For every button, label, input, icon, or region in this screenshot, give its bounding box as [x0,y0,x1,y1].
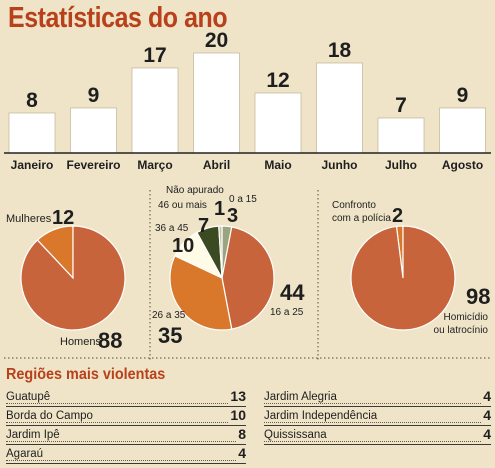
pie-label: Confronto [332,200,376,211]
dot-leader [6,422,246,423]
pie-value-label: 44 [280,280,305,305]
bar [377,117,425,154]
region-row: Guatupê 13 [6,388,246,407]
region-name: Agaraú [6,448,46,460]
pie-label: 0 a 15 [229,194,257,205]
region-name: Jardim Alegria [264,391,339,403]
pie-label: 36 a 45 [155,223,189,234]
bar [439,107,486,154]
regions-title: Regiões mais violentas [6,366,166,383]
pie-slice [20,225,126,331]
region-name: Guatupê [6,391,53,403]
bar-value-label: 18 [328,39,352,62]
bar-value-label: 17 [143,44,166,67]
dot-leader [264,422,491,423]
pie-label: Homens [60,336,101,348]
row-rule [264,406,491,407]
pie-value-label: 98 [466,284,490,309]
bar [8,112,56,154]
bar-value-label: 9 [88,84,100,107]
pie-value-label: 10 [172,235,194,257]
pie-slice [169,255,233,331]
bar-category-label: Janeiro [11,158,54,172]
row-rule [6,444,246,445]
pie-slice [218,225,223,279]
pie-value-label: 2 [392,205,403,227]
bar [316,62,363,154]
row-rule [6,425,246,426]
region-row: Borda do Campo 10 [6,407,246,426]
region-value: 4 [481,426,491,442]
row-rule [6,406,246,407]
pie-label: Homicídio [444,312,489,323]
bar-category-label: Junho [322,158,358,172]
region-row: Jardim Independência 4 [264,407,491,426]
bar-category-label: Maio [264,158,291,172]
bar-value-label: 12 [266,69,289,92]
pie-label: Não apurado [166,185,224,196]
monthly-bar-chart: 8 Janeiro 9 Fevereiro 17 Março 20 Abril 12 Maio 18… [8,29,486,172]
pie-value-label: 35 [158,323,182,348]
dot-leader [264,441,491,442]
region-value: 4 [481,388,491,404]
dot-leader [6,441,246,442]
regions-list-right: Jardim Alegria 4 Jardim Independência 4 Quis… [264,388,491,445]
region-name: Jardim Independência [264,410,380,422]
pie-label: ou latrocínio [434,325,489,336]
region-value: 4 [236,445,246,461]
region-value: 4 [481,407,491,423]
dot-leader [6,460,246,461]
region-name: Quississana [264,429,329,441]
bar-value-label: 20 [205,29,228,52]
pie-slice [350,225,456,331]
pie-label: com a polícia [332,213,391,224]
pie-value-label: 7 [198,215,209,237]
bar-category-label: Fevereiro [66,158,120,172]
region-value: 10 [228,407,246,423]
page-title: Estatísticas do ano [8,2,228,34]
region-value: 13 [228,388,246,404]
pie-label: 46 ou mais [158,200,207,211]
pie-label: 26 a 35 [152,310,186,321]
region-value: 8 [236,426,246,442]
dot-leader [264,403,491,404]
region-name: Borda do Campo [6,410,95,422]
bar-value-label: 7 [395,94,407,117]
bar-category-label: Julho [385,158,417,172]
region-row: Agaraú 4 [6,445,246,464]
region-row: Jardim Ipê 8 [6,426,246,445]
pie-label: 16 a 25 [270,307,304,318]
row-rule [6,463,246,464]
bar-value-label: 9 [457,84,469,107]
region-row: Quississana 4 [264,426,491,445]
pie-value-label: 1 [214,198,225,220]
bar-value-label: 8 [26,89,38,112]
bar-category-label: Abril [203,158,230,172]
bar-category-label: Março [137,158,172,172]
bar-category-label: Agosto [442,158,483,172]
pie-value-label: 3 [227,205,238,227]
regions-list-left: Guatupê 13 Borda do Campo 10 Jardim Ipê 8 Agar… [6,388,246,464]
region-row: Jardim Alegria 4 [264,388,491,407]
dot-leader [6,403,246,404]
pie-slice [221,226,275,330]
row-rule [264,425,491,426]
bar [254,92,302,154]
bar [70,107,117,154]
pie-value-label: 88 [98,328,122,353]
bar [131,67,179,154]
region-name: Jardim Ipê [6,429,62,441]
cause-pie-chart: Confronto com a polícia 2 98 Homicídio ou lat… [332,200,490,336]
pie-value-label: 12 [52,207,74,229]
bar [193,52,240,154]
pie-label: Mulheres [6,213,52,225]
row-rule [264,444,491,445]
